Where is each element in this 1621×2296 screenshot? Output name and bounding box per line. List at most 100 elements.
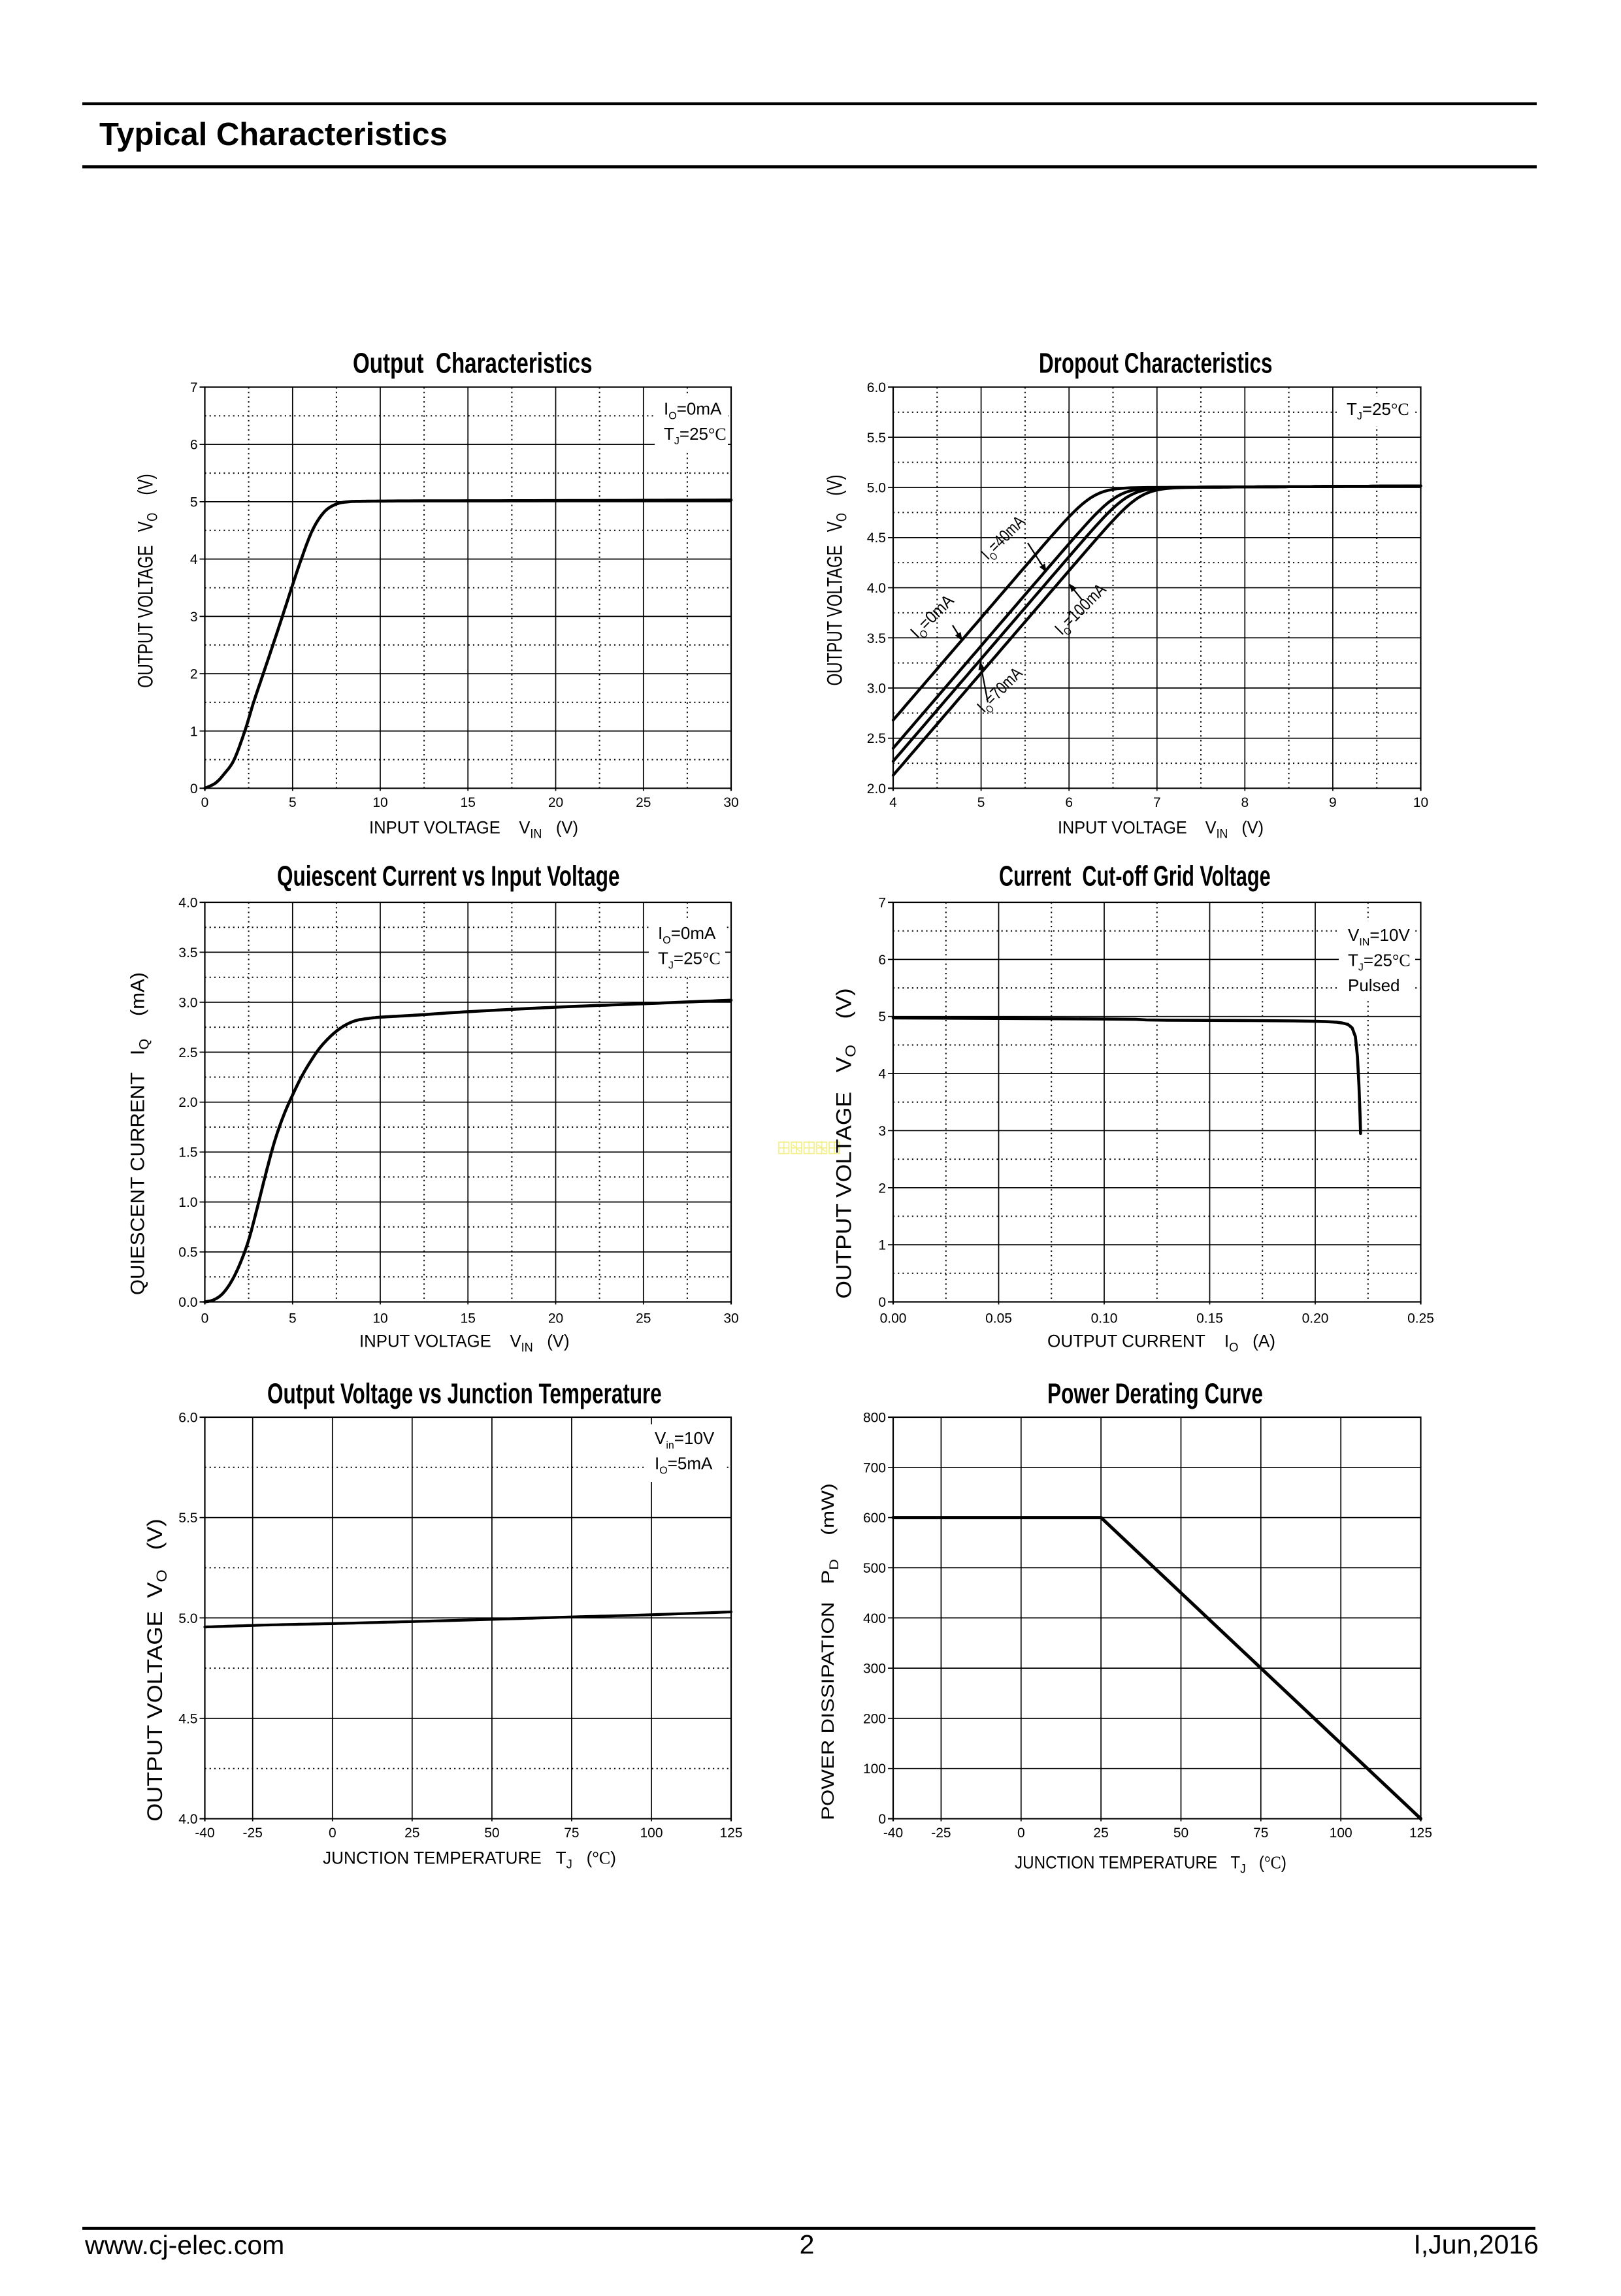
svg-text:6.0: 6.0 xyxy=(867,380,886,395)
svg-text:QUIESCENT CURRENT IQ​ (mA: QUIESCENT CURRENT IQ​ (mA) xyxy=(127,972,152,1295)
svg-text:4.0: 4.0 xyxy=(867,581,886,596)
svg-text:4.0: 4.0 xyxy=(178,1812,197,1827)
svg-text:OUTPUT VOLTAGE VO​ (V): OUTPUT VOLTAGE VO​ (V) xyxy=(143,1518,170,1822)
svg-text:4: 4 xyxy=(889,795,897,810)
svg-text:2.5: 2.5 xyxy=(178,1045,197,1060)
svg-text:5: 5 xyxy=(878,1009,886,1025)
svg-text:7: 7 xyxy=(1153,795,1161,810)
svg-text:5.0: 5.0 xyxy=(178,1611,197,1626)
svg-text:400: 400 xyxy=(863,1611,886,1626)
svg-text:0.20: 0.20 xyxy=(1302,1311,1329,1326)
svg-text:Typical Characteristics: Typical Characteristics xyxy=(99,117,448,152)
svg-text:15: 15 xyxy=(461,795,476,810)
svg-text:-40: -40 xyxy=(195,1826,214,1841)
svg-text:OUTPUT CURRENT IO​ (A): OUTPUT CURRENT IO​ (A) xyxy=(1047,1332,1275,1355)
svg-text:5: 5 xyxy=(289,1311,297,1326)
svg-text:25: 25 xyxy=(636,795,651,810)
svg-text:1.5: 1.5 xyxy=(178,1145,197,1160)
svg-text:0.5: 0.5 xyxy=(178,1245,197,1260)
svg-text:20: 20 xyxy=(548,1311,563,1326)
svg-text:OUTPUT VOLTAGE VO​ (V): OUTPUT VOLTAGE VO​ (V) xyxy=(134,474,161,688)
svg-text:4.5: 4.5 xyxy=(867,531,886,546)
svg-text:Power Derating Curve: Power Derating Curve xyxy=(1047,1378,1263,1410)
svg-text:6.0: 6.0 xyxy=(178,1411,197,1426)
svg-text:1: 1 xyxy=(190,724,198,739)
svg-text:2.5: 2.5 xyxy=(867,731,886,746)
svg-text:-25: -25 xyxy=(931,1826,951,1841)
svg-text:5.0: 5.0 xyxy=(867,481,886,496)
svg-text:0: 0 xyxy=(190,781,198,796)
svg-text:0: 0 xyxy=(1017,1826,1025,1841)
svg-text:JUNCTION TEMPERATURE TJ​ (: JUNCTION TEMPERATURE TJ​ (°C) xyxy=(1015,1853,1286,1877)
svg-text:0: 0 xyxy=(878,1812,886,1827)
svg-text:0.0: 0.0 xyxy=(178,1295,197,1310)
svg-text:IO​=0mA: IO​=0mA xyxy=(664,399,722,422)
svg-text:25: 25 xyxy=(1093,1826,1108,1841)
svg-text:0.05: 0.05 xyxy=(985,1311,1012,1326)
svg-text:TJ​=25°C: TJ​=25°C xyxy=(1348,951,1411,974)
svg-text:5.5: 5.5 xyxy=(178,1511,197,1526)
svg-text:200: 200 xyxy=(863,1711,886,1726)
svg-text:2: 2 xyxy=(878,1181,886,1196)
svg-text:2.0: 2.0 xyxy=(178,1095,197,1110)
svg-text:Output Voltage vs Junction Tem: Output Voltage vs Junction Temperature xyxy=(267,1378,662,1410)
svg-text:2: 2 xyxy=(800,2229,815,2259)
svg-text:Current Cut-off Grid Voltage: Current Cut-off Grid Voltage xyxy=(999,861,1271,893)
svg-text:Pulsed: Pulsed xyxy=(1348,976,1400,995)
svg-text:7: 7 xyxy=(878,896,886,911)
svg-text:0.25: 0.25 xyxy=(1407,1311,1434,1326)
svg-text:25: 25 xyxy=(636,1311,651,1326)
svg-text:7: 7 xyxy=(190,380,198,395)
svg-text:0.10: 0.10 xyxy=(1091,1311,1118,1326)
svg-text:0: 0 xyxy=(329,1826,336,1841)
svg-text:5: 5 xyxy=(977,795,985,810)
svg-text:100: 100 xyxy=(863,1762,886,1777)
svg-text:6: 6 xyxy=(878,953,886,968)
svg-text:8: 8 xyxy=(1241,795,1249,810)
svg-text:100: 100 xyxy=(640,1826,663,1841)
svg-text:10: 10 xyxy=(1413,795,1428,810)
svg-text:3: 3 xyxy=(878,1124,886,1139)
svg-text:30: 30 xyxy=(723,1311,738,1326)
svg-text:INPUT VOLTAGE VIN​ (V): INPUT VOLTAGE VIN​ (V) xyxy=(369,818,578,842)
svg-text:50: 50 xyxy=(484,1826,499,1841)
svg-text:125: 125 xyxy=(719,1826,742,1841)
svg-text:Dropout Characteristics: Dropout Characteristics xyxy=(1039,348,1273,380)
svg-text:TJ​=25°C: TJ​=25°C xyxy=(658,949,721,972)
svg-text:-25: -25 xyxy=(243,1826,263,1841)
svg-text:6: 6 xyxy=(190,438,198,453)
svg-text:0: 0 xyxy=(201,1311,209,1326)
svg-text:3.0: 3.0 xyxy=(178,995,197,1010)
svg-text:75: 75 xyxy=(1253,1826,1268,1841)
svg-text:5: 5 xyxy=(289,795,297,810)
svg-text:20: 20 xyxy=(548,795,563,810)
svg-text:75: 75 xyxy=(564,1826,579,1841)
svg-text:OUTPUT VOLTAGE VO​ (V): OUTPUT VOLTAGE VO​ (V) xyxy=(823,475,850,686)
svg-text:TJ​=25°C: TJ​=25°C xyxy=(1347,399,1409,422)
svg-text:Quiescent Current vs Input Vol: Quiescent Current vs Input Voltage xyxy=(277,861,620,893)
svg-text:INPUT VOLTAGE VIN​ (V): INPUT VOLTAGE VIN​ (V) xyxy=(359,1332,570,1355)
svg-text:1.0: 1.0 xyxy=(178,1195,197,1210)
svg-text:600: 600 xyxy=(863,1511,886,1526)
svg-text:5: 5 xyxy=(190,495,198,510)
svg-text:15: 15 xyxy=(461,1311,476,1326)
svg-text:VIN​=10V: VIN​=10V xyxy=(1348,925,1410,948)
svg-text:3: 3 xyxy=(190,610,198,625)
svg-text:9: 9 xyxy=(1329,795,1337,810)
svg-text:4: 4 xyxy=(190,552,198,567)
svg-text:3.5: 3.5 xyxy=(867,631,886,646)
svg-text:POWER DISSIPATION PD​ (mW: POWER DISSIPATION PD​ (mW) xyxy=(818,1483,842,1820)
svg-text:30: 30 xyxy=(723,795,738,810)
svg-text:25: 25 xyxy=(404,1826,419,1841)
svg-text:Output Characteristics: Output Characteristics xyxy=(353,348,593,380)
svg-text:-40: -40 xyxy=(883,1826,903,1841)
svg-text:700: 700 xyxy=(863,1460,886,1475)
svg-text:4: 4 xyxy=(878,1067,886,1082)
svg-text:800: 800 xyxy=(863,1411,886,1426)
svg-text:5.5: 5.5 xyxy=(867,431,886,446)
svg-text:500: 500 xyxy=(863,1561,886,1576)
svg-text:www.cj-elec.com: www.cj-elec.com xyxy=(84,2230,284,2260)
svg-text:JUNCTION TEMPERATURE TJ​ (: JUNCTION TEMPERATURE TJ​ (°C) xyxy=(323,1848,616,1872)
svg-text:0.00: 0.00 xyxy=(880,1311,907,1326)
svg-text:125: 125 xyxy=(1409,1826,1432,1841)
